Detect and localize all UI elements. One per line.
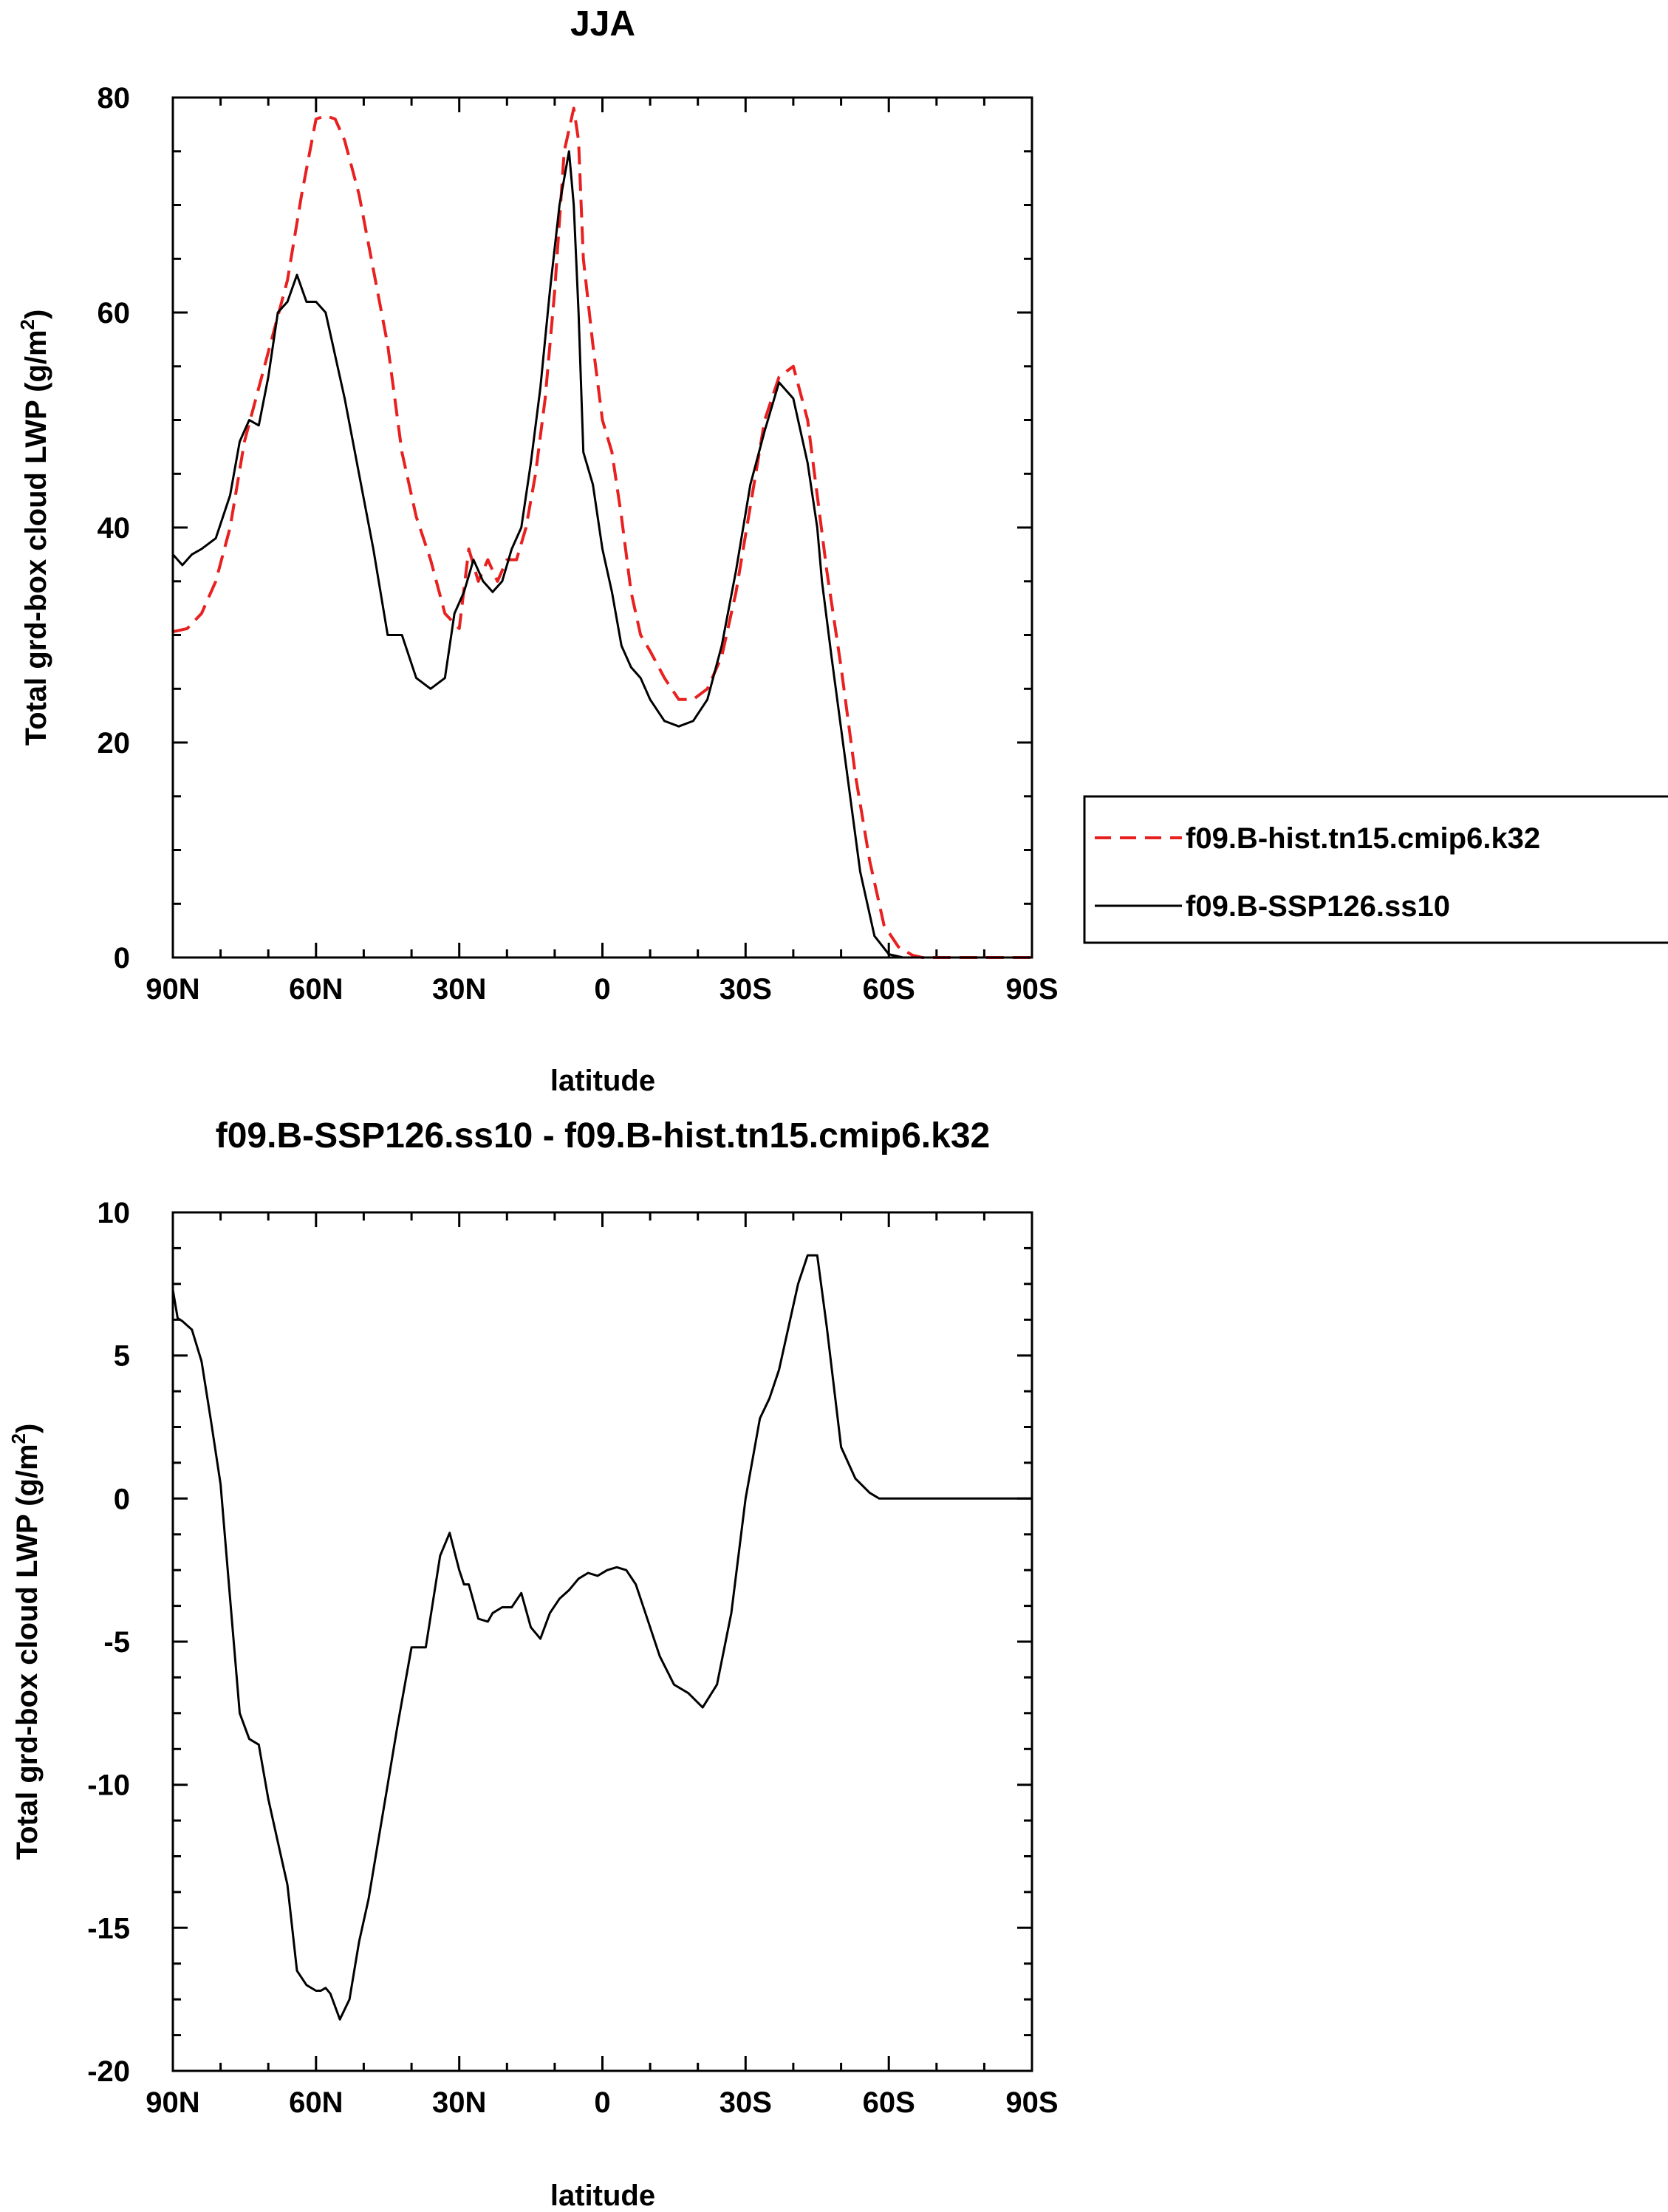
y-tick-label: 60 [98, 297, 131, 330]
y-tick-label: 0 [114, 942, 130, 974]
bottom-panel-x-tick-labels: 90N 60N 30N 0 30S 60S 90S [146, 2086, 1058, 2119]
x-tick-label: 60S [863, 2086, 915, 2119]
top-panel-series [171, 106, 1032, 959]
y-tick-label: 5 [114, 1340, 130, 1373]
x-tick-label: 90S [1005, 2086, 1058, 2119]
x-tick-label: 60N [289, 2086, 343, 2119]
x-tick-label: 90N [146, 973, 199, 1006]
top-panel-y-axis-label-sup: 2 [16, 319, 38, 330]
top-panel-x-tick-labels: 90N 60N 30N 0 30S 60S 90S [146, 973, 1058, 1006]
x-tick-label: 60N [289, 973, 343, 1006]
bottom-panel-x-axis-label: latitude [550, 2179, 655, 2212]
top-panel-y-axis-label-main: Total grd-box cloud LWP (g/m [20, 330, 52, 745]
y-tick-label: -15 [87, 1912, 130, 1945]
y-tick-label: -10 [87, 1769, 130, 1802]
top-panel-series-line-1 [171, 150, 1032, 959]
x-tick-label: 90S [1005, 973, 1058, 1006]
bottom-panel-y-axis-label-main: Total grd-box cloud LWP (g/m [11, 1444, 44, 1860]
bottom-panel-y-axis-label-tail: ) [11, 1424, 44, 1433]
top-panel-y-axis-label-tail: ) [20, 310, 52, 319]
x-tick-label: 90N [146, 2086, 199, 2119]
top-panel-series-line-0 [172, 106, 1032, 959]
bottom-panel-title: f09.B-SSP126.ss10 - f09.B-hist.tn15.cmip… [216, 1116, 990, 1156]
top-panel-y-axis-label: Total grd-box cloud LWP (g/m2) [16, 310, 52, 746]
y-tick-label: 20 [98, 727, 131, 759]
y-tick-label: -20 [87, 2055, 130, 2088]
legend-label-ssp126: f09.B-SSP126.ss10 [1186, 890, 1450, 923]
bottom-panel-frame [171, 1211, 1033, 2072]
bottom-panel-series [171, 1254, 1032, 2021]
x-tick-label: 30N [432, 2086, 486, 2119]
top-panel-y-tick-labels: 0 20 40 60 80 [98, 82, 131, 974]
y-tick-label: 10 [98, 1197, 131, 1229]
bottom-panel-y-tick-labels: -20 -15 -10 -5 0 5 10 [87, 1197, 130, 2088]
y-tick-label: -5 [103, 1626, 130, 1659]
top-panel: JJA 90N 60N 30N 0 30S 60S 90S 0 20 40 60 80 latitu… [16, 4, 1059, 1097]
x-tick-label: 60S [863, 973, 915, 1006]
x-tick-label: 30S [720, 973, 772, 1006]
top-panel-x-axis-label: latitude [550, 1065, 655, 1097]
legend: f09.B-hist.tn15.cmip6.k32 f09.B-SSP126.s… [1083, 795, 1668, 944]
legend-label-hist: f09.B-hist.tn15.cmip6.k32 [1186, 822, 1540, 855]
bottom-panel-series-line-0 [171, 1254, 1032, 2021]
y-tick-label: 0 [114, 1483, 130, 1515]
x-tick-label: 30N [432, 973, 486, 1006]
bottom-panel-y-axis-label-sup: 2 [7, 1433, 30, 1444]
legend-box [1083, 795, 1668, 944]
y-tick-label: 80 [98, 82, 131, 115]
bottom-panel-y-axis-label: Total grd-box cloud LWP (g/m2) [7, 1424, 44, 1860]
y-tick-label: 40 [98, 512, 131, 545]
x-tick-label: 0 [594, 973, 610, 1006]
top-panel-frame [171, 96, 1033, 959]
top-panel-title: JJA [570, 4, 635, 44]
bottom-panel: f09.B-SSP126.ss10 - f09.B-hist.tn15.cmip… [7, 1116, 1059, 2212]
x-tick-label: 0 [594, 2086, 610, 2119]
x-tick-label: 30S [720, 2086, 772, 2119]
